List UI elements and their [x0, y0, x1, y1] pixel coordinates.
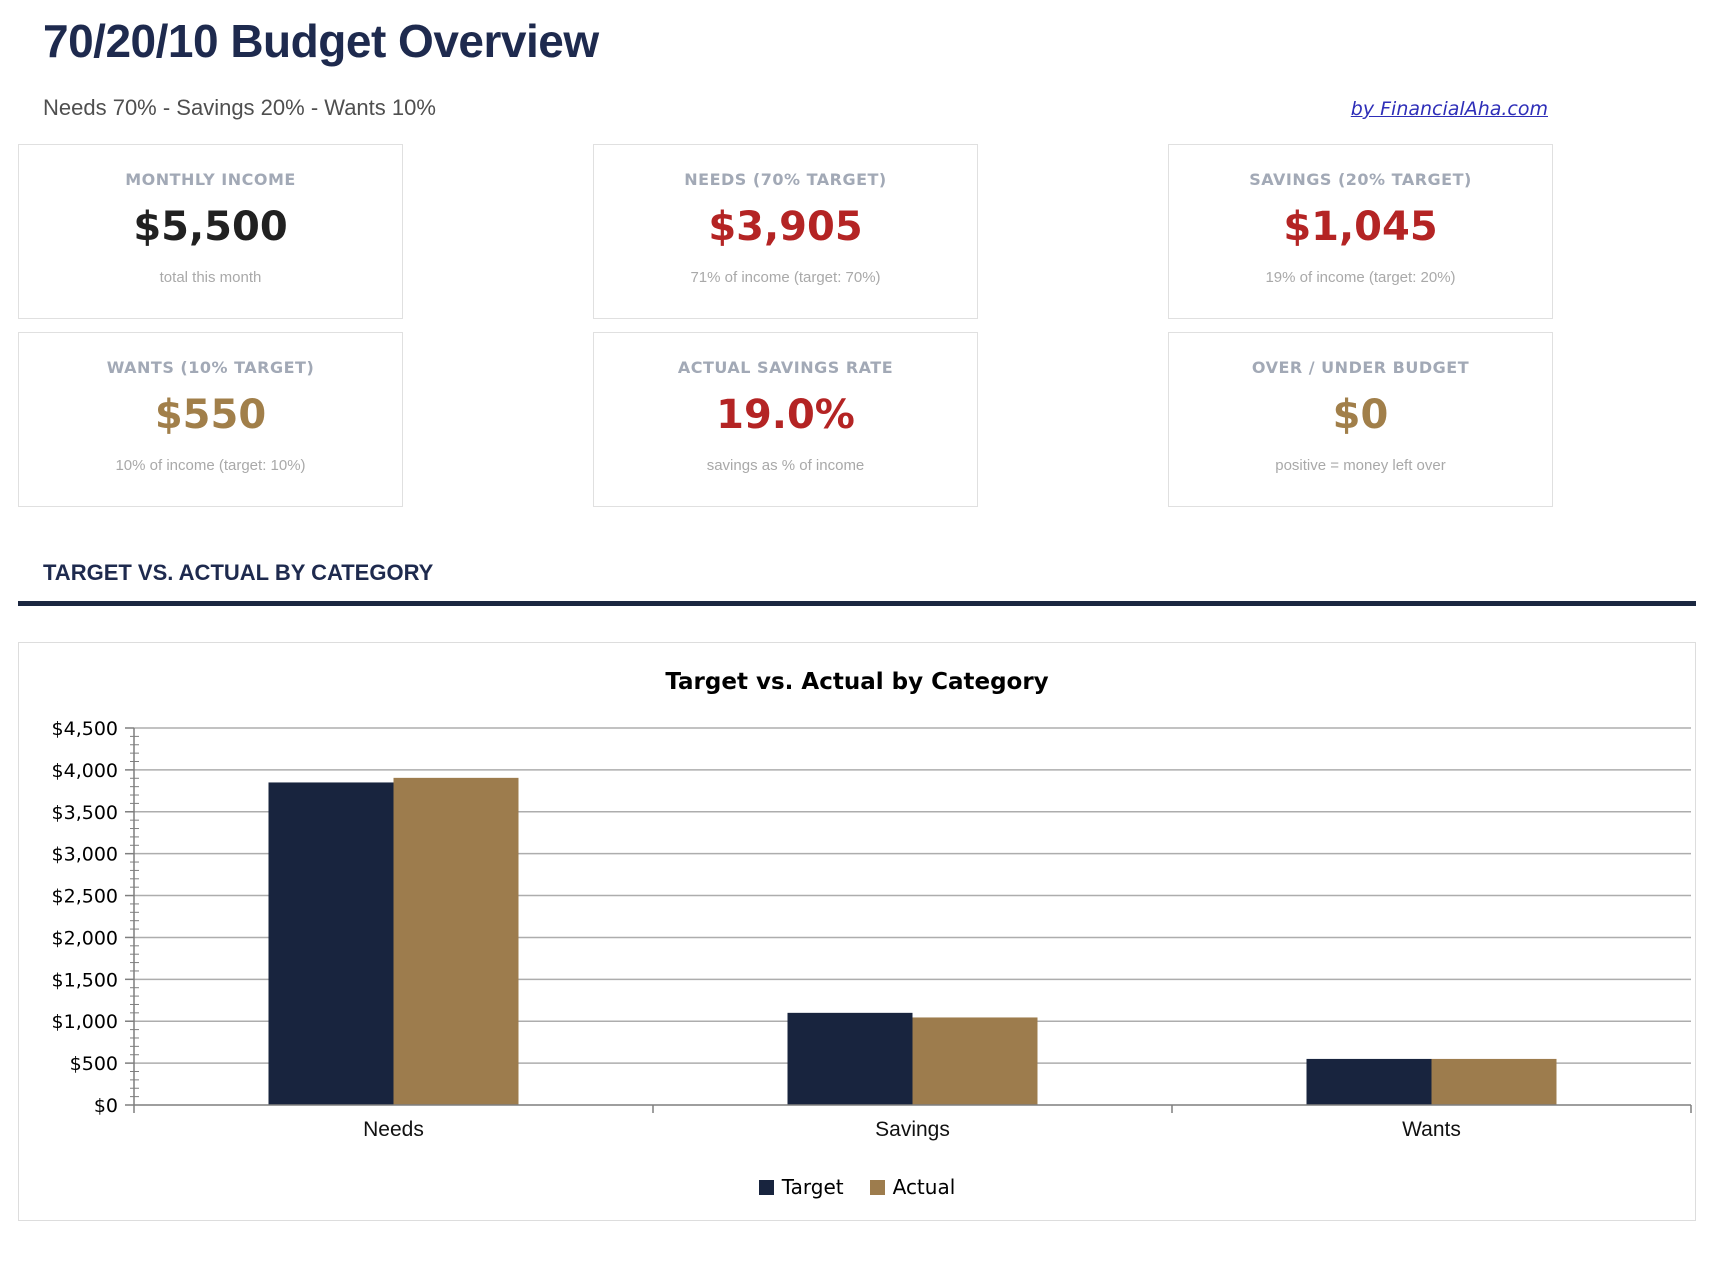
chart-container: Target vs. Actual by Category $0 $500 $1,0… — [18, 642, 1696, 1221]
svg-text:Savings: Savings — [875, 1118, 950, 1141]
stat-card-label: OVER / UNDER BUDGET — [1251, 358, 1470, 377]
svg-text:$3,500: $3,500 — [52, 802, 118, 824]
section-title: TARGET VS. ACTUAL BY CATEGORY — [43, 560, 434, 585]
page-title: 70/20/10 Budget Overview — [43, 15, 599, 67]
legend-label: Actual — [892, 1175, 956, 1199]
svg-text:$500: $500 — [70, 1053, 118, 1075]
svg-text:$4,500: $4,500 — [52, 718, 118, 740]
stat-card-value: $3,905 — [708, 204, 863, 250]
svg-text:$2,000: $2,000 — [52, 927, 118, 949]
legend-label: Target — [781, 1175, 844, 1199]
svg-text:$4,000: $4,000 — [52, 760, 118, 782]
chart-legend: Target Actual — [19, 1175, 1695, 1199]
target-vs-actual-bar-chart: $0 $500 $1,000 $1,500 $2,000 $2,500 $3,000 $3,5… — [52, 718, 1692, 1141]
stat-card-label: WANTS (10% TARGET) — [106, 358, 315, 377]
stat-card-value: $0 — [1332, 392, 1389, 438]
stat-card-over-under: OVER / UNDER BUDGET $0 positive = money … — [1168, 332, 1553, 507]
legend-item-target: Target — [758, 1175, 844, 1199]
stat-card-subtext: total this month — [159, 269, 262, 286]
svg-text:$1,500: $1,500 — [52, 969, 118, 991]
brand-attribution-link[interactable]: by FinancialAha.com — [1350, 98, 1548, 120]
stat-card-savings-rate: ACTUAL SAVINGS RATE 19.0% savings as % o… — [593, 332, 978, 507]
stat-card-savings: SAVINGS (20% TARGET) $1,045 19% of incom… — [1168, 144, 1553, 319]
svg-text:$1,000: $1,000 — [52, 1011, 118, 1033]
stat-card-subtext: 10% of income (target: 10%) — [115, 457, 306, 474]
legend-swatch — [758, 1179, 774, 1195]
legend-swatch — [869, 1179, 885, 1195]
svg-text:Wants: Wants — [1402, 1118, 1461, 1141]
stat-card-wants: WANTS (10% TARGET) $550 10% of income (t… — [18, 332, 403, 507]
stat-card-value: $550 — [154, 392, 267, 438]
stat-card-value: $5,500 — [133, 204, 288, 250]
svg-text:$0: $0 — [94, 1095, 118, 1117]
stat-card-label: NEEDS (70% TARGET) — [684, 170, 887, 189]
stat-card-label: MONTHLY INCOME — [125, 170, 296, 189]
svg-text:$3,000: $3,000 — [52, 844, 118, 866]
legend-item-actual: Actual — [869, 1175, 956, 1199]
stat-card-label: ACTUAL SAVINGS RATE — [677, 358, 894, 377]
stat-cards-grid: MONTHLY INCOME $5,500 total this month N… — [18, 144, 1696, 507]
stat-card-subtext: savings as % of income — [706, 457, 865, 474]
chart-title: Target vs. Actual by Category — [665, 669, 1049, 695]
subtitle-row: Needs 70% - Savings 20% - Wants 10% by F… — [43, 95, 1696, 121]
stat-card-subtext: positive = money left over — [1275, 457, 1446, 474]
svg-text:Needs: Needs — [363, 1118, 424, 1141]
svg-text:$2,500: $2,500 — [52, 886, 118, 908]
stat-card-subtext: 19% of income (target: 20%) — [1265, 269, 1456, 286]
stat-card-label: SAVINGS (20% TARGET) — [1249, 170, 1472, 189]
section-divider — [18, 601, 1696, 606]
stat-card-value: 19.0% — [716, 392, 855, 438]
stat-card-monthly-income: MONTHLY INCOME $5,500 total this month — [18, 144, 403, 319]
stat-card-needs: NEEDS (70% TARGET) $3,905 71% of income … — [593, 144, 978, 319]
budget-rule-subtitle: Needs 70% - Savings 20% - Wants 10% — [43, 95, 436, 120]
stat-card-subtext: 71% of income (target: 70%) — [690, 269, 881, 286]
stat-card-value: $1,045 — [1283, 204, 1438, 250]
